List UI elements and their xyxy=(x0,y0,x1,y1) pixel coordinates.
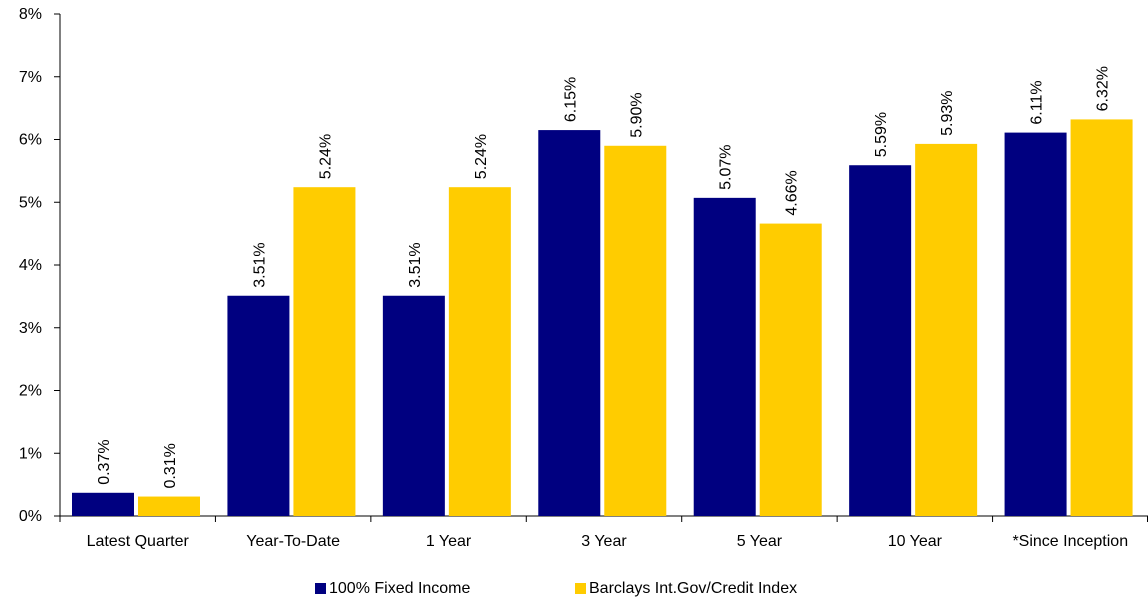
bars xyxy=(72,119,1133,517)
bar-data-label: 3.51% xyxy=(407,242,424,287)
y-tick-label: 1% xyxy=(19,445,42,462)
bar-data-label: 5.07% xyxy=(718,144,735,189)
bar xyxy=(72,492,134,516)
bar xyxy=(293,187,356,516)
bar xyxy=(382,295,445,516)
bar-data-label: 5.24% xyxy=(473,134,490,179)
x-category-label: Year-To-Date xyxy=(246,533,340,550)
bar-data-label: 5.59% xyxy=(873,112,890,157)
bar xyxy=(448,187,511,516)
bar-data-label: 0.31% xyxy=(162,443,179,488)
y-tick-label: 0% xyxy=(19,508,42,525)
bar xyxy=(538,130,601,516)
bar xyxy=(693,197,756,517)
x-category-label: Latest Quarter xyxy=(87,533,190,550)
bar-data-label: 5.24% xyxy=(317,134,334,179)
bar-data-label: 6.15% xyxy=(562,77,579,122)
legend-swatch xyxy=(315,583,326,594)
bar xyxy=(849,165,912,517)
y-tick-label: 5% xyxy=(19,194,42,211)
bar xyxy=(915,143,978,516)
y-tick-label: 6% xyxy=(19,132,42,149)
bar-data-label: 4.66% xyxy=(784,170,801,215)
bar xyxy=(1004,132,1067,516)
y-tick-label: 8% xyxy=(19,6,42,23)
x-axis: Latest Quarter Year-To-Date 1 Year 3 Year 5 … xyxy=(59,515,1148,550)
y-tick-label: 2% xyxy=(19,383,42,400)
x-category-label: 1 Year xyxy=(426,533,472,550)
legend: 100% Fixed Income Barclays Int.Gov/Credit… xyxy=(315,580,797,597)
y-axis: 0% 1% 2% 3% 4% 5% 6% 7% 8% xyxy=(19,6,61,525)
x-category-label: 10 Year xyxy=(888,533,943,550)
legend-swatch xyxy=(575,583,586,594)
bar xyxy=(759,223,822,516)
bar-data-label: 6.11% xyxy=(1029,80,1046,124)
bar xyxy=(1070,119,1133,517)
bar-data-label: 5.93% xyxy=(939,91,956,136)
bar-data-label: 3.51% xyxy=(251,242,268,287)
x-category-label: 3 Year xyxy=(581,533,627,550)
bar xyxy=(227,295,290,516)
data-labels: 0.37% 0.31% 3.51% 5.24% 3.51% 5.24% 6.15% 5.90%… xyxy=(96,66,1112,489)
x-category-label: *Since Inception xyxy=(1012,533,1128,550)
y-tick-label: 7% xyxy=(19,69,42,86)
bar-data-label: 6.32% xyxy=(1095,66,1112,111)
bar-data-label: 5.90% xyxy=(628,92,645,137)
legend-label: 100% Fixed Income xyxy=(329,580,471,597)
bar-data-label: 0.37% xyxy=(96,439,113,484)
legend-label: Barclays Int.Gov/Credit Index xyxy=(589,580,797,597)
y-tick-label: 3% xyxy=(19,320,42,337)
bar xyxy=(138,496,200,516)
x-category-label: 5 Year xyxy=(737,533,783,550)
y-tick-label: 4% xyxy=(19,257,42,274)
bar xyxy=(604,145,667,516)
